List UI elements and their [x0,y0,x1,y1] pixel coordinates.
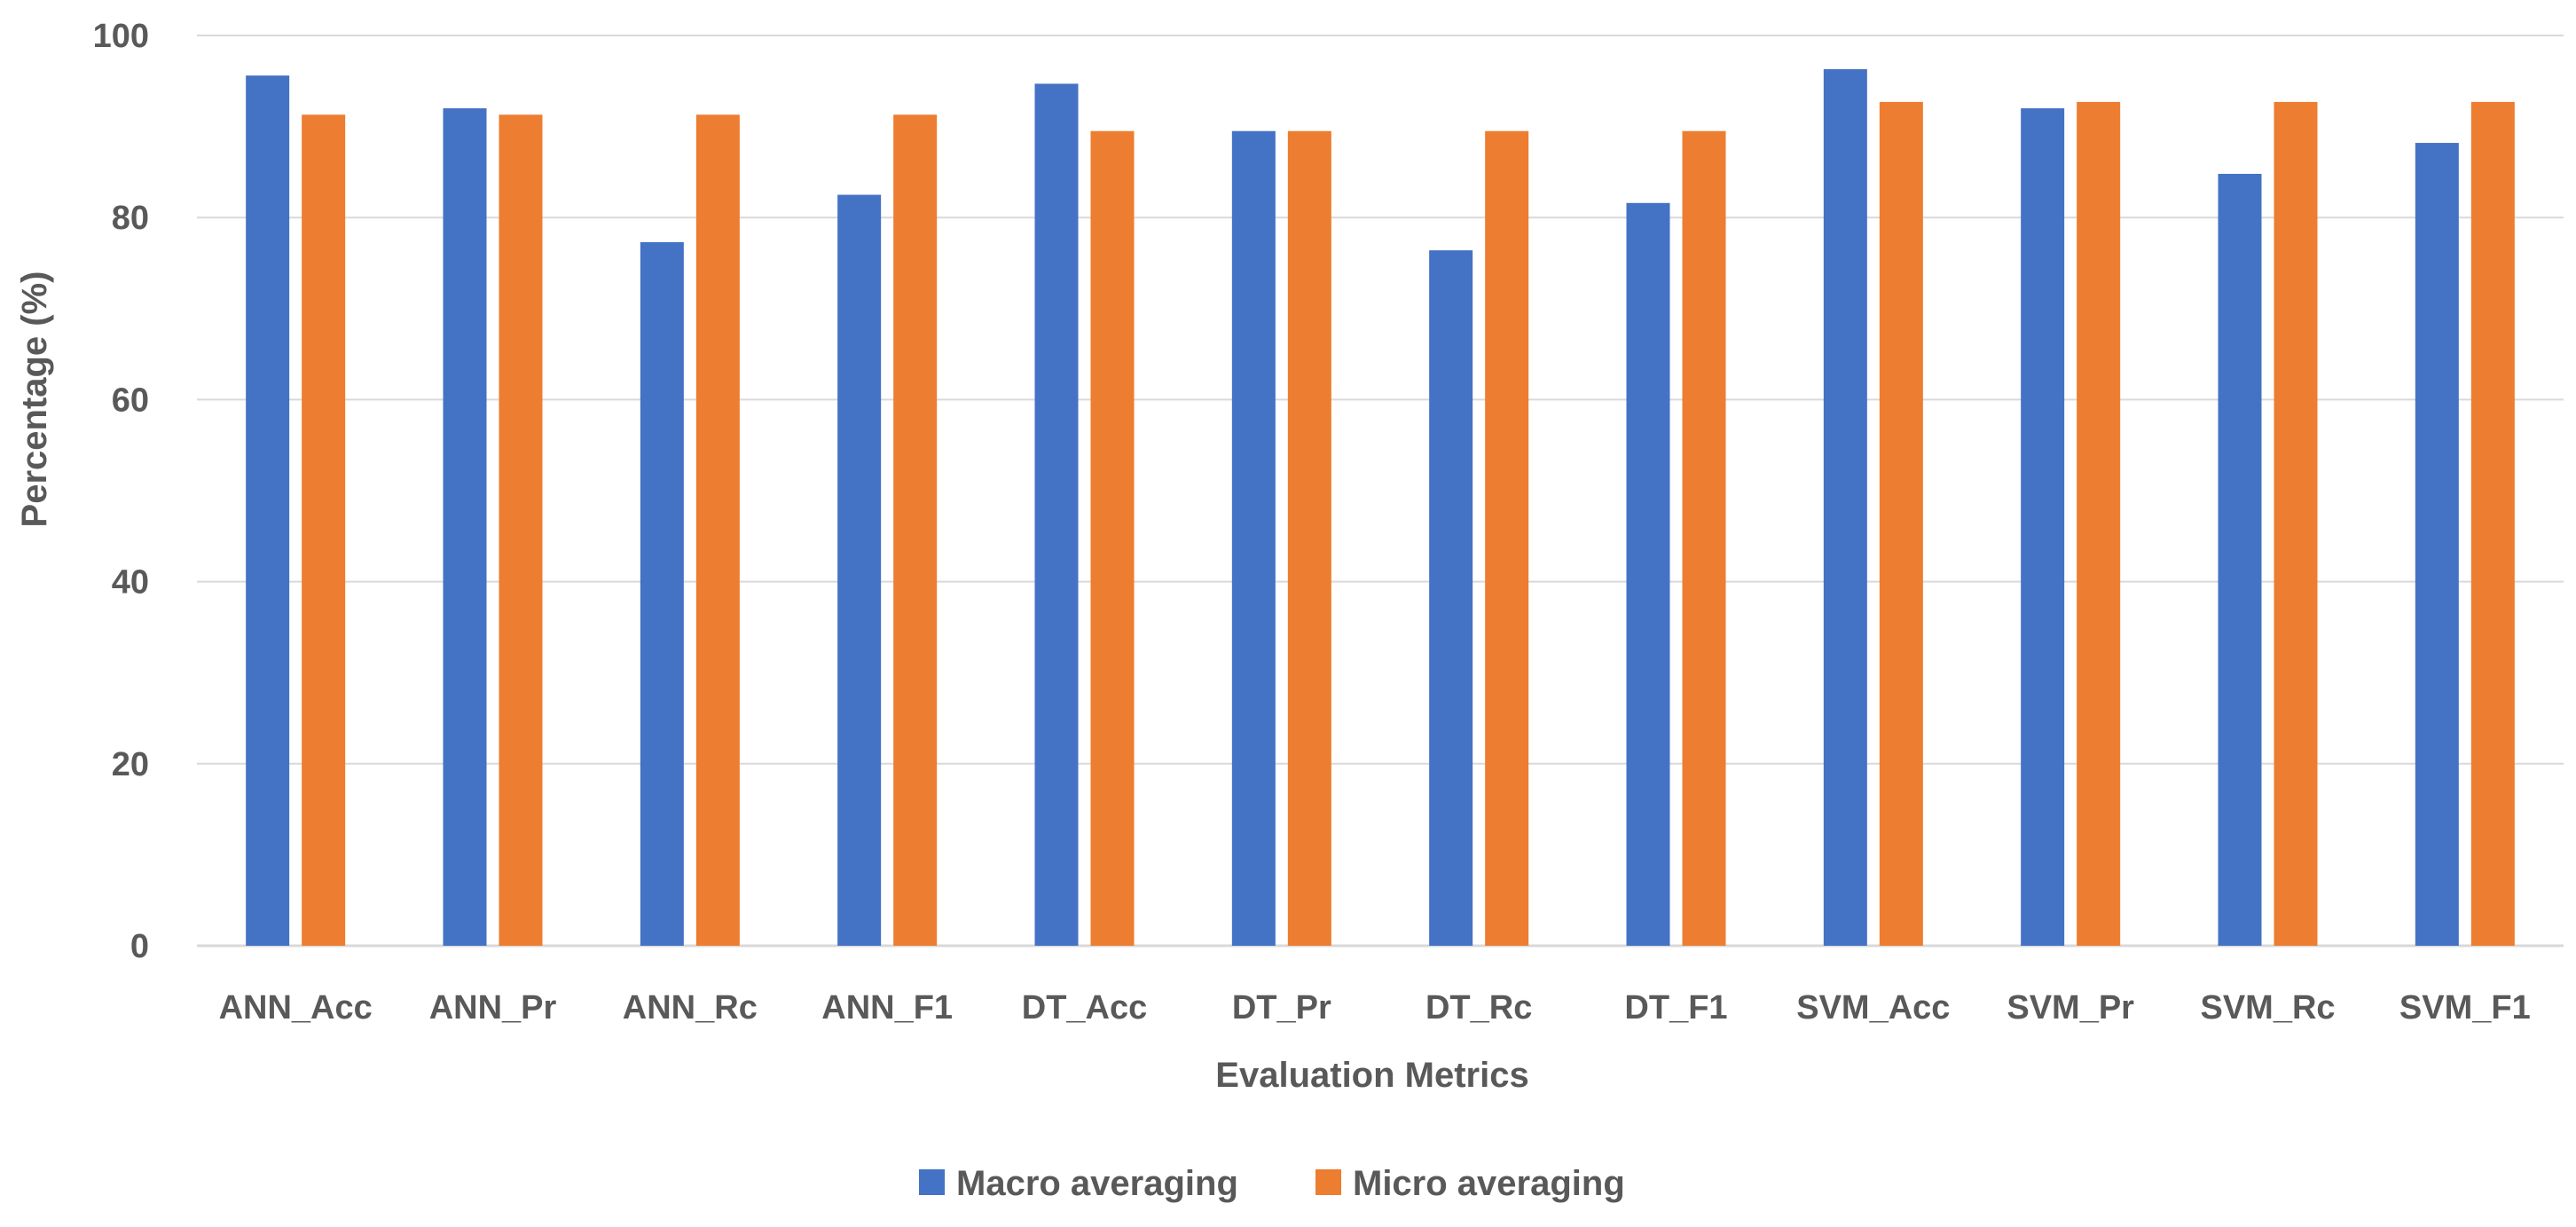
bar-micro-svm-pr [2077,101,2121,946]
y-tick-label: 100 [93,18,149,55]
x-tick-label: SVM_F1 [2399,989,2531,1026]
bar-micro-dt-acc [1090,130,1135,947]
x-tick-label: ANN_Rc [623,989,758,1026]
bar-micro-ann-f1 [893,114,938,947]
bar-macro-dt-acc [1034,83,1079,947]
bar-macro-ann-f1 [837,194,882,947]
x-tick-label: DT_Acc [1022,989,1148,1026]
bar-micro-svm-acc [1879,101,1923,946]
y-tick-label: 20 [112,746,149,783]
x-tick-label: DT_Pr [1232,989,1331,1026]
bar-macro-ann-acc [246,75,290,947]
bar-macro-dt-f1 [1626,202,1670,946]
bar-micro-ann-acc [302,114,346,947]
y-tick-label: 0 [130,928,149,965]
x-tick-label: SVM_Rc [2200,989,2335,1026]
bar-micro-dt-f1 [1682,130,1726,947]
y-tick-label: 60 [112,381,149,419]
x-tick-label: ANN_Pr [429,989,557,1026]
x-axis-title: Evaluation Metrics [1215,1056,1528,1095]
bar-macro-dt-pr [1231,130,1276,947]
bar-macro-svm-f1 [2415,143,2459,946]
bar-macro-svm-acc [1823,68,1867,947]
y-axis-ticks: 0 20 40 60 80 100 [93,18,149,965]
bar-micro-dt-rc [1485,130,1529,947]
legend-swatch-micro [1315,1169,1341,1195]
y-tick-label: 80 [112,200,149,237]
legend-label-macro: Macro averaging [956,1164,1238,1203]
bars [246,68,2515,947]
y-tick-label: 40 [112,564,149,602]
bar-macro-svm-rc [2218,173,2262,946]
x-tick-label: SVM_Pr [2007,989,2134,1026]
bar-micro-svm-f1 [2470,101,2515,946]
y-axis-title: Percentage (%) [15,271,54,528]
x-tick-label: ANN_Acc [219,989,373,1026]
bar-macro-ann-pr [443,108,487,946]
x-tick-label: SVM_Acc [1796,989,1950,1026]
bar-micro-svm-rc [2274,101,2318,946]
legend-label-micro: Micro averaging [1353,1164,1625,1203]
legend: Macro averaging Micro averaging [919,1164,1625,1203]
x-tick-label: DT_Rc [1425,989,1532,1026]
bar-micro-ann-rc [695,114,740,947]
legend-swatch-macro [919,1169,945,1195]
bar-micro-dt-pr [1287,130,1331,947]
bar-micro-ann-pr [499,114,543,947]
bar-macro-dt-rc [1429,250,1473,946]
x-tick-label: ANN_F1 [821,989,953,1026]
x-axis-ticks: ANN_Acc ANN_Pr ANN_Rc ANN_F1 DT_Acc DT_Pr DT_R… [219,989,2531,1026]
bar-macro-ann-rc [640,241,684,947]
bar-macro-svm-pr [2021,108,2065,946]
gridlines [197,35,2564,948]
x-tick-label: DT_F1 [1624,989,1727,1026]
